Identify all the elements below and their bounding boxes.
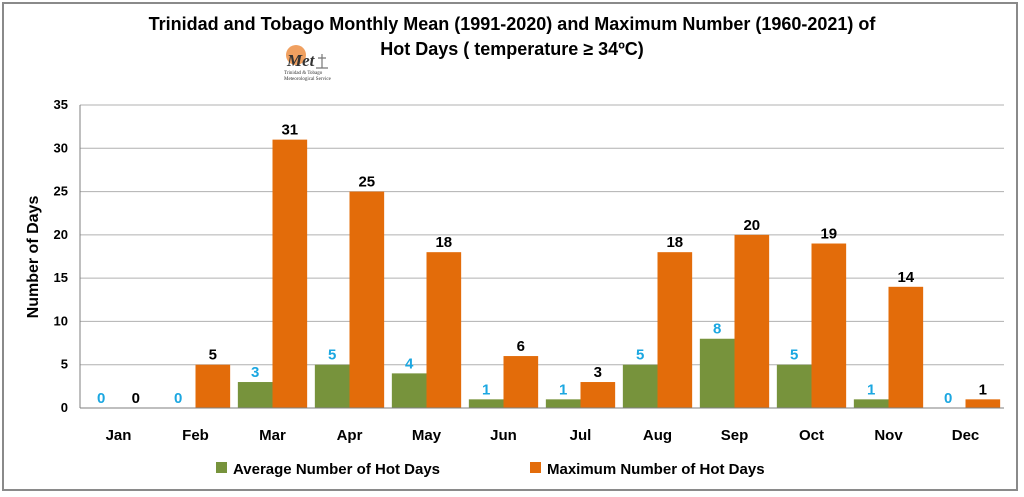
legend-swatch-average — [216, 462, 227, 473]
data-label-average: 0 — [944, 390, 952, 407]
bar-maximum — [580, 382, 616, 408]
x-category-label: Oct — [799, 427, 824, 444]
data-label-average: 0 — [97, 390, 105, 407]
y-tick-label: 20 — [54, 227, 68, 242]
x-category-label: Nov — [874, 427, 903, 444]
data-label-average: 1 — [559, 381, 567, 398]
legend-swatch-maximum — [530, 462, 541, 473]
bars — [195, 139, 1001, 408]
bar-average — [391, 373, 427, 408]
chart-title-line-2: Hot Days ( temperature ≥ 34ºC) — [380, 39, 644, 59]
x-category-label: Jun — [490, 427, 517, 444]
data-label-average: 5 — [636, 347, 644, 364]
data-label-average: 8 — [713, 321, 721, 338]
legend: Average Number of Hot Days Maximum Numbe… — [216, 461, 765, 478]
bar-maximum — [195, 364, 231, 408]
bar-maximum — [965, 399, 1001, 408]
y-tick-label: 15 — [54, 270, 68, 285]
legend-label-average: Average Number of Hot Days — [233, 461, 440, 478]
logo-text: Met — [286, 51, 316, 70]
x-category-label: Apr — [337, 427, 363, 444]
bar-average — [699, 338, 735, 408]
bar-average — [468, 399, 504, 408]
data-label-maximum: 25 — [358, 174, 375, 191]
data-label-maximum: 18 — [435, 234, 452, 251]
bar-maximum — [349, 191, 385, 408]
data-label-maximum: 6 — [517, 338, 525, 355]
bar-maximum — [657, 252, 693, 408]
y-tick-label: 30 — [54, 140, 68, 155]
x-category-label: Aug — [643, 427, 672, 444]
bar-average — [237, 382, 273, 408]
y-tick-label: 35 — [54, 97, 68, 112]
x-category-label: Mar — [259, 427, 286, 444]
data-label-average: 3 — [251, 364, 259, 381]
y-tick-label: 10 — [54, 313, 68, 328]
data-label-average: 5 — [328, 347, 336, 364]
y-tick-label: 5 — [61, 357, 68, 372]
y-axis-ticks: 0 5 10 15 20 25 30 35 — [54, 97, 68, 415]
data-label-average: 4 — [405, 355, 414, 372]
y-axis-label: Number of Days — [25, 196, 42, 319]
logo-antenna-icon — [316, 54, 328, 69]
data-label-average: 5 — [790, 347, 798, 364]
x-category-label: Feb — [182, 427, 209, 444]
data-label-maximum: 1 — [979, 381, 987, 398]
x-category-label: Sep — [721, 427, 749, 444]
data-label-maximum: 3 — [594, 364, 602, 381]
data-label-average: 1 — [482, 381, 490, 398]
logo-subtitle-line-2: Meteorological Service — [284, 77, 332, 82]
data-label-average: 1 — [867, 381, 875, 398]
x-category-label: Jan — [106, 427, 132, 444]
x-category-label: May — [412, 427, 442, 444]
bar-maximum — [734, 234, 770, 408]
bar-maximum — [888, 286, 924, 408]
data-labels: 0 0 0 5 3 31 5 25 4 18 1 6 1 3 5 18 8 20 5 19 1 14 0 1 — [97, 122, 987, 407]
bar-maximum — [811, 243, 847, 408]
x-category-label: Jul — [570, 427, 592, 444]
chart-frame — [2, 2, 1018, 491]
data-label-maximum: 5 — [209, 347, 217, 364]
y-tick-label: 0 — [61, 400, 68, 415]
data-label-maximum: 14 — [897, 269, 914, 286]
data-label-maximum: 31 — [281, 122, 298, 139]
bar-average — [314, 364, 350, 408]
x-axis-categories: Jan Feb Mar Apr May Jun Jul Aug Sep Oct Nov Dec — [106, 427, 980, 444]
data-label-maximum: 0 — [132, 390, 140, 407]
bar-average — [776, 364, 812, 408]
bar-maximum — [503, 356, 539, 408]
legend-label-maximum: Maximum Number of Hot Days — [547, 461, 765, 478]
bar-maximum — [272, 139, 308, 408]
grid — [80, 104, 1004, 366]
logo-subtitle-line-1: Trinidad & Tobago — [284, 71, 323, 76]
bar-maximum — [426, 252, 462, 408]
y-tick-label: 25 — [54, 184, 68, 199]
met-service-logo: Met Trinidad & Tobago Meteorological Ser… — [284, 45, 332, 82]
x-category-label: Dec — [952, 427, 980, 444]
bar-average — [545, 399, 581, 408]
data-label-maximum: 18 — [666, 234, 683, 251]
bar-average — [622, 364, 658, 408]
logo-sun-icon — [286, 45, 306, 65]
data-label-maximum: 19 — [820, 226, 837, 243]
data-label-average: 0 — [174, 390, 182, 407]
data-label-maximum: 20 — [743, 217, 760, 234]
chart-title-line-1: Trinidad and Tobago Monthly Mean (1991-2… — [149, 14, 877, 34]
bar-average — [853, 399, 889, 408]
